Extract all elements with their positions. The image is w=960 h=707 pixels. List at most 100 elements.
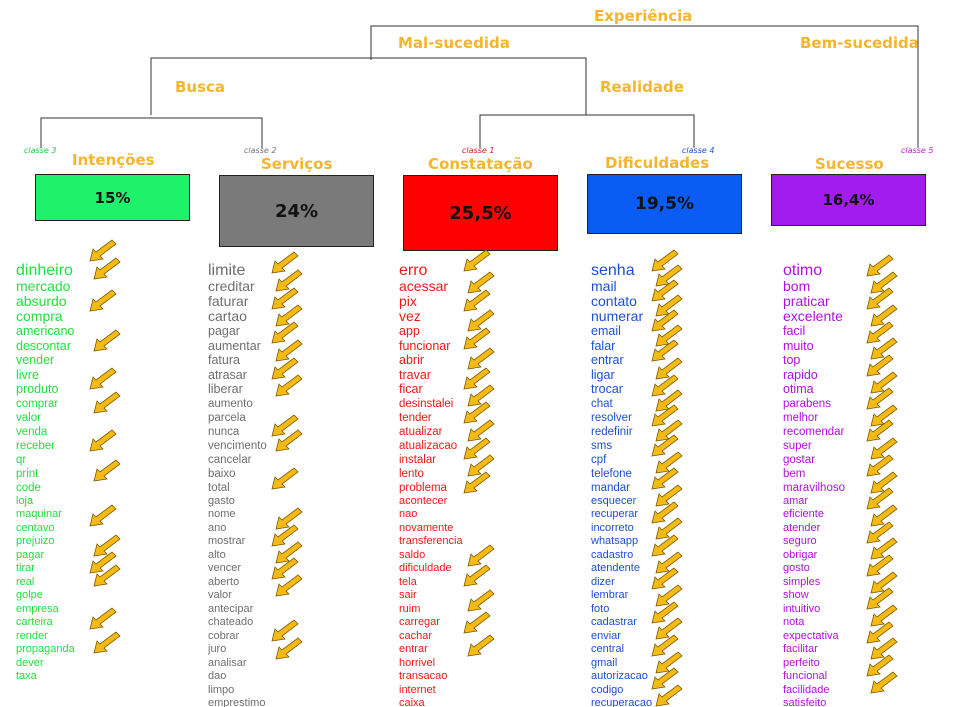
word-item: caixa: [399, 697, 425, 707]
tree-left-label: Mal-sucedida: [398, 34, 510, 52]
word-item: pagar: [208, 324, 240, 338]
word-item: atendente: [591, 562, 640, 574]
word-item: aberto: [208, 575, 240, 588]
word-item: prejuizo: [16, 535, 55, 547]
word-item: compra: [16, 308, 63, 324]
class-3-percent: 15%: [94, 188, 131, 207]
class-5-box: 16,4%: [771, 174, 926, 226]
word-item: dever: [16, 656, 44, 669]
word-item: atualizar: [399, 425, 443, 438]
class-2-tag: classe 2: [244, 146, 277, 155]
word-item: saldo: [399, 548, 426, 561]
word-item: baixo: [208, 467, 236, 480]
word-item: vender: [16, 353, 55, 367]
word-item: aumento: [208, 397, 253, 410]
class-5-name: Sucesso: [815, 155, 884, 173]
word-item: whatsapp: [591, 535, 639, 547]
word-item: eficiente: [783, 508, 824, 520]
word-item: americano: [16, 324, 75, 338]
word-item: simples: [783, 575, 821, 588]
class-4-box: 19,5%: [587, 174, 742, 234]
word-item: alto: [208, 548, 226, 561]
word-item: vez: [399, 308, 421, 324]
class-3-box: 15%: [35, 174, 190, 221]
word-item: dao: [208, 670, 227, 682]
word-item: mercado: [16, 278, 71, 294]
word-item: carteira: [16, 616, 53, 628]
word-item: nunca: [208, 425, 240, 438]
word-item: problema: [399, 481, 447, 494]
word-item: creditar: [208, 278, 255, 294]
word-item: maravilhoso: [783, 481, 845, 494]
class-1-tag: classe 1: [462, 146, 495, 155]
word-item: email: [591, 324, 621, 338]
word-item: funcionar: [399, 338, 451, 353]
word-item: horrivel: [399, 656, 436, 669]
word-item: numerar: [591, 308, 644, 324]
word-item: cadastrar: [591, 616, 637, 628]
word-item: parcela: [208, 411, 246, 424]
word-item: emprestimo: [208, 697, 266, 707]
word-item: antecipar: [208, 602, 254, 615]
word-item: redefinir: [591, 425, 633, 438]
word-item: recuperacao: [591, 697, 653, 707]
word-item: melhor: [783, 411, 819, 424]
class-3-tag: classe 3: [24, 146, 57, 155]
word-item: mail: [591, 278, 617, 294]
word-item: print: [16, 467, 39, 480]
word-item: valor: [208, 589, 232, 601]
word-item: limite: [208, 262, 246, 279]
word-item: contato: [591, 293, 637, 309]
class-1-box: 25,5%: [403, 175, 558, 251]
word-item: otimo: [783, 262, 823, 279]
word-item: dificuldade: [399, 562, 452, 574]
word-item: senha: [591, 262, 635, 279]
word-item: mostrar: [208, 535, 246, 547]
word-item: facilitar: [783, 643, 818, 655]
word-item: desinstalei: [399, 397, 454, 410]
class-2-name: Serviços: [261, 155, 333, 173]
class-5-word-list: otimo bom praticar excelente facil muito top ra…: [783, 262, 903, 707]
word-item: amar: [783, 494, 809, 507]
word-item: faturar: [208, 293, 249, 309]
word-item: perfeito: [783, 656, 820, 669]
word-item: sair: [399, 589, 417, 601]
class-3-word-list: dinheiro mercado absurdo compra americano des…: [16, 262, 136, 707]
word-item: chateado: [208, 616, 254, 628]
word-item: recomendar: [783, 425, 845, 438]
tree-root-label: Experiência: [594, 7, 693, 25]
word-item: esquecer: [591, 494, 637, 507]
class-2-percent: 24%: [274, 200, 319, 222]
word-item: aumentar: [208, 338, 261, 353]
word-item: codigo: [591, 683, 624, 696]
word-item: golpe: [16, 589, 43, 601]
word-item: fatura: [208, 353, 240, 367]
word-item: ano: [208, 521, 227, 534]
class-5-tag: classe 5: [901, 146, 934, 155]
word-item: dinheiro: [16, 262, 73, 279]
word-item: instalar: [399, 453, 437, 466]
word-item: centavo: [16, 521, 55, 534]
word-item: travar: [399, 367, 431, 382]
word-item: liberar: [208, 382, 243, 396]
word-item: nao: [399, 508, 418, 520]
class-4-tag: classe 4: [682, 146, 715, 155]
class-4-name: Dificuldades: [605, 154, 710, 172]
word-item: transferencia: [399, 535, 463, 547]
word-item: produto: [16, 382, 59, 396]
word-item: foto: [591, 602, 610, 615]
class-1-percent: 25,5%: [449, 202, 512, 224]
word-item: cobrar: [208, 629, 240, 642]
word-item: praticar: [783, 293, 830, 309]
word-item: transacao: [399, 670, 448, 682]
word-item: ruim: [399, 602, 421, 615]
word-item: entrar: [591, 353, 624, 367]
word-item: telefone: [591, 467, 632, 480]
word-item: nota: [783, 616, 805, 628]
word-item: descontar: [16, 338, 71, 353]
word-item: total: [208, 481, 230, 494]
word-item: recuperar: [591, 508, 639, 520]
word-item: facilidade: [783, 683, 830, 696]
word-item: pagar: [16, 548, 45, 561]
